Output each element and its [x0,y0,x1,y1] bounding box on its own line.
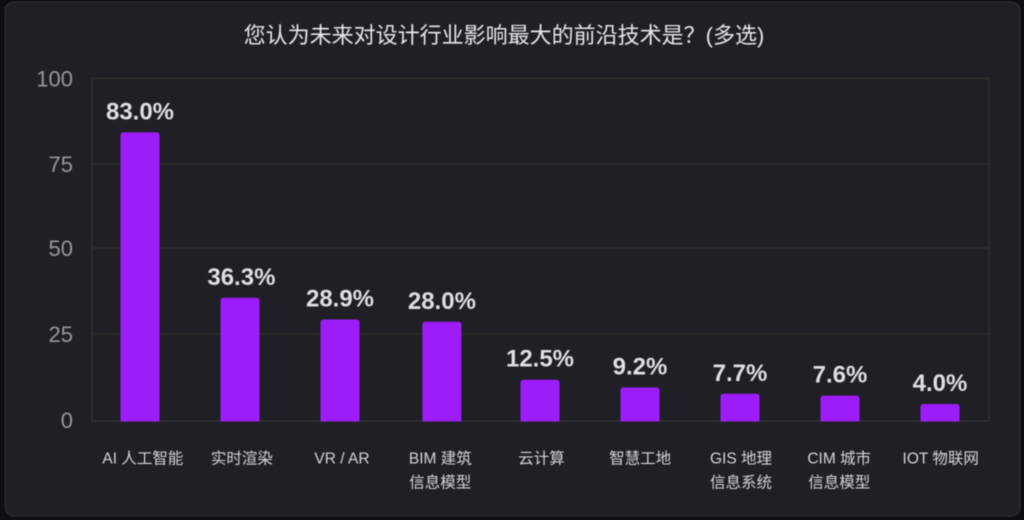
svg-text:信息模型: 信息模型 [808,474,870,492]
svg-text:信息系统: 信息系统 [710,474,772,492]
svg-text:0: 0 [61,408,73,433]
svg-text:7.6%: 7.6% [813,362,868,389]
svg-text:CIM 城市: CIM 城市 [807,450,871,468]
svg-text:9.2%: 9.2% [613,354,668,381]
svg-text:100: 100 [36,67,73,92]
svg-text:25: 25 [49,322,73,347]
svg-text:GIS 地理: GIS 地理 [710,450,772,468]
svg-text:IOT 物联网: IOT 物联网 [903,450,979,468]
svg-text:VR / AR: VR / AR [314,451,369,468]
svg-text:AI 人工智能: AI 人工智能 [102,450,183,468]
svg-text:28.9%: 28.9% [306,286,374,313]
svg-text:智慧工地: 智慧工地 [609,450,671,468]
svg-text:28.0%: 28.0% [408,288,476,315]
svg-text:75: 75 [49,152,73,177]
svg-text:您认为未来对设计行业影响最大的前沿技术是？(多选): 您认为未来对设计行业影响最大的前沿技术是？(多选) [244,23,765,48]
svg-text:7.7%: 7.7% [713,360,768,387]
svg-text:36.3%: 36.3% [207,264,275,291]
svg-text:信息模型: 信息模型 [409,474,471,492]
svg-text:实时渲染: 实时渲染 [211,450,273,468]
svg-text:BIM 建筑: BIM 建筑 [409,450,472,468]
svg-text:12.5%: 12.5% [506,346,574,373]
svg-text:4.0%: 4.0% [913,370,968,397]
svg-text:83.0%: 83.0% [106,98,174,125]
svg-text:50: 50 [49,236,73,261]
svg-text:云计算: 云计算 [518,449,565,468]
